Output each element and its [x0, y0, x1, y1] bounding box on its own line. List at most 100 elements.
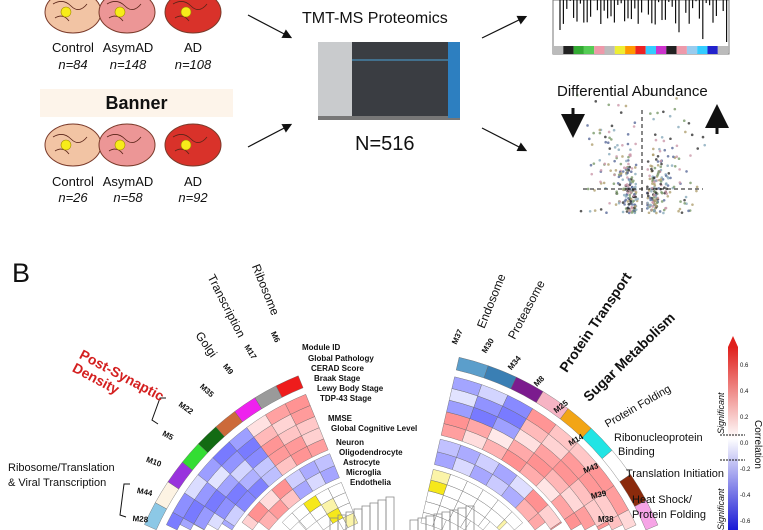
- module-label-m28: M28: [132, 514, 149, 525]
- function-label-heat-shock: Heat Shock/: [632, 494, 692, 506]
- cell-type-heatmap-cell: [281, 512, 300, 530]
- function-label-binding: Binding: [618, 446, 655, 458]
- volcano-point: [599, 169, 603, 172]
- volcano-point: [634, 182, 638, 186]
- volcano-point: [659, 182, 663, 186]
- volcano-point: [627, 211, 631, 215]
- group-label-asymad-1: AsymAD: [102, 40, 154, 55]
- volcano-point: [631, 188, 635, 192]
- volcano-point: [652, 176, 656, 180]
- volcano-point: [652, 147, 655, 151]
- volcano-point: [632, 199, 635, 203]
- volcano-point: [671, 146, 674, 150]
- volcano-point: [646, 192, 649, 195]
- volcano-point: [602, 181, 606, 185]
- group-n-ad-2: n=92: [178, 190, 208, 205]
- region-marker-icon: [60, 6, 72, 18]
- volcano-point: [619, 111, 623, 114]
- volcano-point: [586, 187, 590, 191]
- volcano-point: [650, 92, 653, 96]
- colorbar-tick-label: 0.6: [740, 363, 749, 369]
- module-color-bar: [583, 46, 595, 54]
- volcano-point: [613, 173, 616, 177]
- colorbar-tick-label: -0.2: [740, 467, 751, 473]
- volcano-point: [627, 155, 630, 159]
- volcano-point: [608, 201, 611, 205]
- volcano-point: [625, 159, 628, 163]
- colorbar: [728, 347, 738, 530]
- volcano-point: [668, 114, 672, 118]
- volcano-point: [633, 192, 636, 196]
- function-label-ribonucleoprotein: Ribonucleoprotein: [614, 432, 703, 444]
- volcano-point: [633, 121, 637, 125]
- volcano-point: [650, 165, 654, 168]
- volcano-point: [651, 153, 655, 157]
- cognition-heatmap-cell: [550, 521, 563, 530]
- volcano-point: [630, 203, 634, 206]
- volcano-point: [626, 176, 629, 179]
- volcano-point: [664, 182, 668, 186]
- total-n: N=516: [355, 133, 415, 155]
- region-marker-icon: [180, 6, 192, 18]
- volcano-point: [628, 209, 632, 212]
- volcano-point: [658, 147, 661, 151]
- volcano-point: [672, 185, 676, 189]
- colorbar-tick-label: -0.4: [740, 493, 751, 499]
- volcano-point: [646, 196, 650, 200]
- volcano-point: [691, 203, 694, 206]
- brain-folds: [172, 134, 208, 155]
- brain-icon: [98, 123, 156, 167]
- volcano-point: [626, 171, 629, 175]
- volcano-point: [677, 209, 680, 213]
- cell-type-label: Oligodendrocyte: [339, 448, 403, 457]
- volcano-point: [659, 159, 663, 163]
- flow-arrow-icon: [481, 15, 528, 39]
- group-n-control-1: n=84: [58, 57, 88, 72]
- dendrogram-branch: [409, 519, 419, 530]
- volcano-point: [675, 144, 679, 148]
- volcano-point: [617, 103, 620, 107]
- volcano-point: [598, 131, 602, 135]
- volcano-point: [653, 180, 656, 184]
- volcano-point: [649, 112, 652, 115]
- volcano-point: [617, 175, 621, 179]
- cell-type-label: Neuron: [336, 438, 364, 447]
- volcano-point: [678, 207, 682, 211]
- volcano-point: [649, 198, 652, 202]
- volcano-point: [653, 203, 656, 206]
- volcano-point: [672, 155, 675, 159]
- volcano-point: [626, 133, 630, 136]
- volcano-point: [656, 163, 660, 167]
- volcano-point: [626, 184, 630, 188]
- group-n-ad-1: n=108: [174, 57, 212, 72]
- group-label-asymad-2: AsymAD: [102, 174, 154, 189]
- volcano-point: [614, 203, 618, 206]
- volcano-point: [668, 190, 672, 194]
- volcano-point: [608, 136, 611, 140]
- volcano-point: [593, 209, 597, 212]
- cognition-label: MMSE: [328, 414, 352, 423]
- trait-label: Braak Stage: [314, 374, 361, 383]
- volcano-point: [622, 166, 626, 170]
- volcano-point: [648, 196, 652, 200]
- volcano-point: [621, 170, 625, 173]
- volcano-point: [679, 200, 682, 203]
- module-color-bar: [604, 46, 615, 54]
- volcano-point: [627, 162, 630, 166]
- panel-letter-b: B: [12, 258, 31, 288]
- brain-folds: [172, 1, 208, 22]
- volcano-point: [598, 159, 602, 162]
- volcano-point: [610, 124, 614, 128]
- module-label-m38: M38: [598, 515, 614, 524]
- volcano-point: [647, 211, 651, 215]
- colorbar-arrow-icon: [728, 336, 738, 347]
- volcano-point: [603, 162, 607, 166]
- volcano-point: [629, 148, 632, 152]
- group-label-control-2: Control: [52, 174, 94, 189]
- volcano-point: [654, 191, 658, 195]
- group-n-asymad-1: n=148: [109, 57, 147, 72]
- volcano-point: [653, 133, 657, 136]
- dendrogram-branch: [361, 505, 371, 530]
- volcano-point: [589, 163, 593, 167]
